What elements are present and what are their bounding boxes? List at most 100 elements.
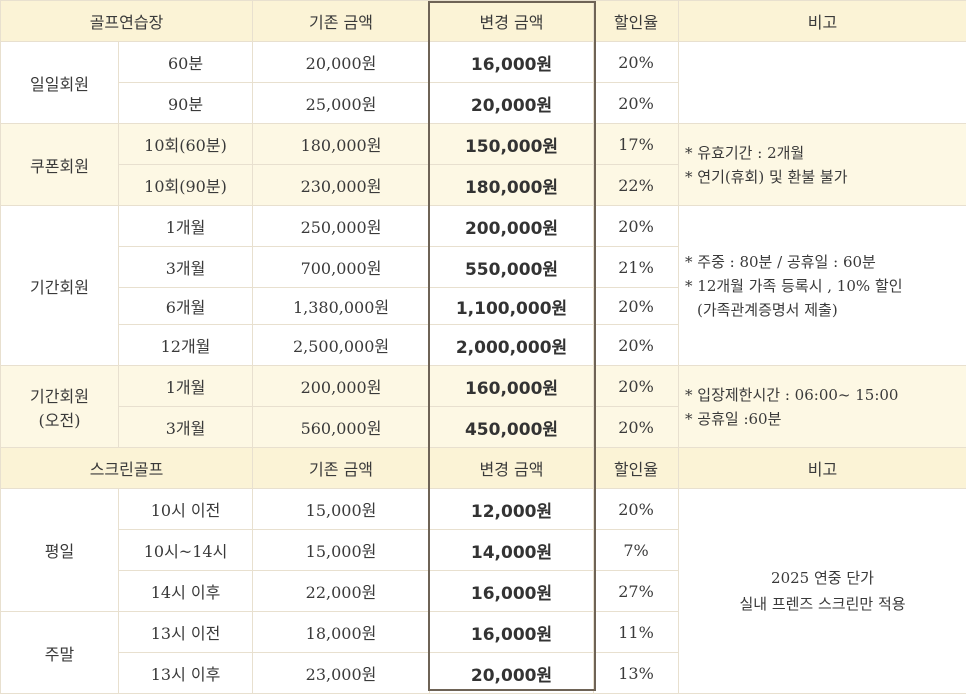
- group-label: 기간회원: [1, 206, 119, 366]
- header-discount: 할인율: [594, 448, 679, 489]
- discount-cell: 21%: [594, 247, 679, 288]
- item-cell: 13시 이전: [119, 612, 253, 653]
- item-cell: 90분: [119, 83, 253, 124]
- note-cell: * 입장제한시간 : 06:00~ 15:00 * 공휴일 :60분: [679, 366, 966, 448]
- new-price-cell: 16,000원: [430, 612, 594, 653]
- note-cell: * 유효기간 : 2개월 * 연기(휴회) 및 환불 불가: [679, 124, 966, 206]
- header-note: 비고: [679, 448, 966, 489]
- table-row: 일일회원 60분 20,000원 16,000원 20%: [1, 42, 966, 83]
- group-label-line: 기간회원: [1, 383, 118, 407]
- note-line: * 연기(휴회) 및 환불 불가: [685, 165, 966, 189]
- new-price-cell: 200,000원: [430, 206, 594, 247]
- note-cell: [679, 42, 966, 124]
- old-price-cell: 22,000원: [253, 571, 430, 612]
- new-price-cell: 14,000원: [430, 530, 594, 571]
- discount-cell: 20%: [594, 407, 679, 448]
- note-line: * 12개월 가족 등록시 , 10% 할인: [685, 274, 966, 298]
- old-price-cell: 180,000원: [253, 124, 430, 165]
- note-line: * 공휴일 :60분: [685, 407, 966, 431]
- discount-cell: 20%: [594, 206, 679, 247]
- note-cell: 2025 연중 단가 실내 프렌즈 스크린만 적용: [679, 489, 966, 694]
- note-line: * 입장제한시간 : 06:00~ 15:00: [685, 383, 966, 407]
- new-price-cell: 150,000원: [430, 124, 594, 165]
- item-cell: 3개월: [119, 407, 253, 448]
- discount-cell: 17%: [594, 124, 679, 165]
- item-cell: 3개월: [119, 247, 253, 288]
- note-line: 실내 프렌즈 스크린만 적용: [679, 591, 966, 617]
- new-price-cell: 1,100,000원: [430, 288, 594, 325]
- note-line: * 주중 : 80분 / 공휴일 : 60분: [685, 250, 966, 274]
- item-cell: 10회(60분): [119, 124, 253, 165]
- item-cell: 14시 이후: [119, 571, 253, 612]
- table-row: 기간회원 (오전) 1개월 200,000원 160,000원 20% * 입장…: [1, 366, 966, 407]
- old-price-cell: 15,000원: [253, 530, 430, 571]
- old-price-cell: 23,000원: [253, 653, 430, 694]
- old-price-cell: 230,000원: [253, 165, 430, 206]
- note-line: 2025 연중 단가: [679, 565, 966, 591]
- header-row-screen: 스크린골프 기존 금액 변경 금액 할인율 비고: [1, 448, 966, 489]
- discount-cell: 20%: [594, 288, 679, 325]
- new-price-cell: 2,000,000원: [430, 325, 594, 366]
- item-cell: 6개월: [119, 288, 253, 325]
- item-cell: 1개월: [119, 366, 253, 407]
- group-label: 주말: [1, 612, 119, 694]
- new-price-cell: 20,000원: [430, 653, 594, 694]
- item-cell: 10시 이전: [119, 489, 253, 530]
- old-price-cell: 560,000원: [253, 407, 430, 448]
- group-label-line: (오전): [1, 407, 118, 431]
- discount-cell: 13%: [594, 653, 679, 694]
- old-price-cell: 15,000원: [253, 489, 430, 530]
- new-price-cell: 16,000원: [430, 42, 594, 83]
- old-price-cell: 2,500,000원: [253, 325, 430, 366]
- header-old-price: 기존 금액: [253, 448, 430, 489]
- old-price-cell: 250,000원: [253, 206, 430, 247]
- group-label: 평일: [1, 489, 119, 612]
- new-price-cell: 16,000원: [430, 571, 594, 612]
- new-price-cell: 12,000원: [430, 489, 594, 530]
- group-label: 일일회원: [1, 42, 119, 124]
- discount-cell: 22%: [594, 165, 679, 206]
- note-line: * 유효기간 : 2개월: [685, 141, 966, 165]
- item-cell: 60분: [119, 42, 253, 83]
- note-cell: * 주중 : 80분 / 공휴일 : 60분 * 12개월 가족 등록시 , 1…: [679, 206, 966, 366]
- item-cell: 10시~14시: [119, 530, 253, 571]
- old-price-cell: 700,000원: [253, 247, 430, 288]
- header-new-price: 변경 금액: [430, 1, 594, 42]
- table-row: 기간회원 1개월 250,000원 200,000원 20% * 주중 : 80…: [1, 206, 966, 247]
- header-old-price: 기존 금액: [253, 1, 430, 42]
- table-row: 쿠폰회원 10회(60분) 180,000원 150,000원 17% * 유효…: [1, 124, 966, 165]
- header-category: 스크린골프: [1, 448, 253, 489]
- item-cell: 12개월: [119, 325, 253, 366]
- old-price-cell: 18,000원: [253, 612, 430, 653]
- header-row-golf: 골프연습장 기존 금액 변경 금액 할인율 비고: [1, 1, 966, 42]
- new-price-cell: 180,000원: [430, 165, 594, 206]
- discount-cell: 20%: [594, 325, 679, 366]
- discount-cell: 7%: [594, 530, 679, 571]
- note-line: (가족관계증명서 제출): [685, 298, 966, 322]
- discount-cell: 20%: [594, 366, 679, 407]
- old-price-cell: 25,000원: [253, 83, 430, 124]
- group-label: 쿠폰회원: [1, 124, 119, 206]
- old-price-cell: 20,000원: [253, 42, 430, 83]
- discount-cell: 11%: [594, 612, 679, 653]
- item-cell: 10회(90분): [119, 165, 253, 206]
- new-price-cell: 550,000원: [430, 247, 594, 288]
- header-discount: 할인율: [594, 1, 679, 42]
- discount-cell: 27%: [594, 571, 679, 612]
- header-category: 골프연습장: [1, 1, 253, 42]
- table-row: 평일 10시 이전 15,000원 12,000원 20% 2025 연중 단가…: [1, 489, 966, 530]
- new-price-cell: 20,000원: [430, 83, 594, 124]
- discount-cell: 20%: [594, 83, 679, 124]
- discount-cell: 20%: [594, 42, 679, 83]
- header-new-price: 변경 금액: [430, 448, 594, 489]
- item-cell: 13시 이후: [119, 653, 253, 694]
- old-price-cell: 1,380,000원: [253, 288, 430, 325]
- discount-cell: 20%: [594, 489, 679, 530]
- new-price-cell: 450,000원: [430, 407, 594, 448]
- group-label: 기간회원 (오전): [1, 366, 119, 448]
- header-note: 비고: [679, 1, 966, 42]
- old-price-cell: 200,000원: [253, 366, 430, 407]
- new-price-cell: 160,000원: [430, 366, 594, 407]
- item-cell: 1개월: [119, 206, 253, 247]
